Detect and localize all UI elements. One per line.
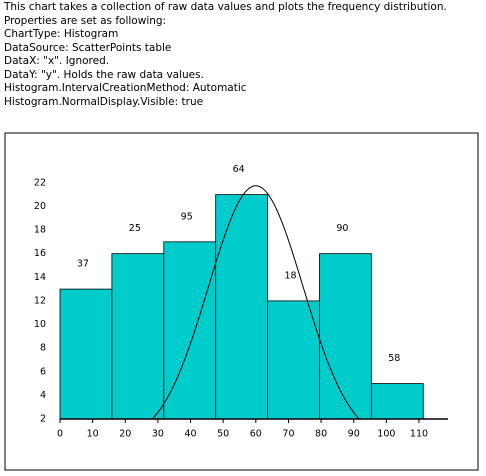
description-line: DataSource: ScatterPoints table	[4, 41, 172, 54]
x-tick-label: 10	[87, 429, 99, 440]
x-tick-label: 20	[119, 429, 131, 440]
x-tick-label: 40	[184, 429, 196, 440]
x-tick-label: 90	[348, 429, 360, 440]
y-tick-label: 16	[34, 248, 46, 259]
description-line: Histogram.IntervalCreationMethod: Automa…	[4, 82, 247, 94]
y-tick-label: 4	[40, 390, 46, 401]
bar	[267, 300, 320, 420]
y-tick-label: 22	[34, 177, 46, 188]
x-tick-label: 100	[377, 429, 395, 440]
bar-label: 95	[181, 211, 193, 222]
y-tick-label: 18	[34, 225, 46, 236]
y-tick-label: 10	[34, 319, 46, 330]
description-line: ChartType: Histogram	[4, 28, 119, 40]
bar-label: 58	[388, 353, 400, 364]
x-tick-label: 50	[217, 429, 229, 440]
y-tick-label: 6	[40, 366, 46, 377]
bar	[370, 383, 424, 420]
x-tick-label: 110	[410, 429, 428, 440]
y-tick-label: 20	[34, 201, 46, 212]
x-tick-label: 70	[282, 429, 294, 440]
bar	[215, 194, 268, 420]
y-tick-label: 14	[34, 272, 46, 283]
y-tick-label: 2	[40, 414, 46, 425]
bar	[59, 288, 113, 420]
description-line: DataX: "x". Ignored.	[4, 55, 110, 67]
bar-label: 90	[336, 223, 348, 234]
description-line: This chart takes a collection of raw dat…	[4, 1, 447, 13]
description-line: Properties are set as following:	[4, 14, 167, 27]
x-tick-label: 0	[57, 429, 63, 440]
description-line: DataY: "y". Holds the raw data values.	[4, 68, 204, 81]
bar	[163, 241, 217, 420]
bar	[319, 253, 372, 420]
x-tick-label: 60	[250, 429, 262, 440]
bar-label: 37	[77, 259, 89, 270]
bar	[111, 253, 165, 420]
y-tick-label: 8	[40, 343, 46, 354]
description: This chart takes a collection of raw dat…	[4, 1, 447, 109]
bar-label: 25	[129, 223, 141, 234]
x-tick-label: 80	[315, 429, 327, 440]
bar-label: 18	[284, 270, 296, 281]
bar-label: 64	[233, 164, 245, 175]
x-tick-label: 30	[152, 429, 164, 440]
description-line: Histogram.NormalDisplay.Visible: true	[4, 95, 204, 108]
y-tick-label: 12	[34, 295, 46, 306]
